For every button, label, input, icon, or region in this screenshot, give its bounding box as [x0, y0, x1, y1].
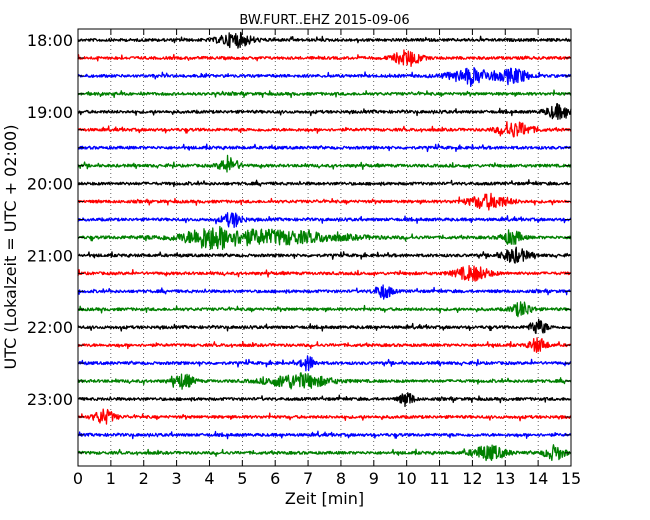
x-tick-label: 15 [561, 469, 581, 488]
trace-2330 [77, 430, 572, 440]
trace-1815 [77, 49, 572, 68]
x-tick-label: 1 [106, 469, 116, 488]
y-tick-label: 18:00 [27, 31, 73, 50]
trace-group [77, 31, 572, 462]
chart-title: BW.FURT..EHZ 2015-09-06 [239, 13, 409, 28]
x-tick-label: 13 [495, 469, 515, 488]
trace-1900 [77, 102, 572, 121]
trace-1845 [77, 89, 572, 99]
trace-2300 [77, 392, 572, 408]
y-axis-label: UTC (Lokalzeit = UTC + 02:00) [1, 125, 20, 370]
x-tick-labels: 0 1 2 3 4 5 6 7 8 9 10 11 12 13 14 15 [73, 469, 581, 488]
y-tick-label: 22:00 [27, 318, 73, 337]
trace-2200 [77, 318, 572, 335]
y-tick-label: 19:00 [27, 103, 73, 122]
trace-2315 [77, 408, 572, 425]
x-tick-label: 2 [139, 469, 149, 488]
x-tick-label: 6 [270, 469, 280, 488]
x-tick-label: 5 [237, 469, 247, 488]
x-tick-label: 3 [172, 469, 182, 488]
trace-2045 [77, 225, 572, 251]
trace-2345 [77, 444, 572, 462]
trace-1830 [77, 66, 572, 88]
x-tick-label: 4 [204, 469, 214, 488]
trace-2145 [77, 301, 572, 318]
trace-2130 [77, 284, 572, 300]
trace-1945 [77, 154, 572, 173]
trace-2100 [77, 246, 572, 264]
trace-1915 [77, 121, 572, 138]
trace-2215 [77, 337, 572, 353]
tick-marks [77, 29, 572, 466]
x-tick-label: 12 [462, 469, 482, 488]
y-tick-label: 21:00 [27, 246, 73, 265]
trace-1930 [77, 143, 572, 153]
trace-2230 [77, 355, 572, 372]
x-tick-label: 9 [369, 469, 379, 488]
x-tick-label: 8 [336, 469, 346, 488]
x-tick-label: 0 [73, 469, 83, 488]
x-axis-label: Zeit [min] [285, 489, 364, 508]
x-tick-label: 11 [429, 469, 449, 488]
trace-2245 [77, 372, 572, 390]
y-tick-label: 20:00 [27, 175, 73, 194]
grid-lines [110, 29, 539, 466]
x-tick-label: 10 [396, 469, 416, 488]
trace-2115 [77, 265, 572, 282]
trace-2000 [77, 179, 572, 188]
y-tick-labels: 18:00 19:00 20:00 21:00 22:00 23:00 [27, 31, 73, 409]
y-tick-label: 23:00 [27, 390, 73, 409]
plot-frame [77, 28, 572, 467]
trace-2030 [77, 212, 572, 229]
trace-2015 [77, 192, 572, 211]
x-tick-label: 14 [528, 469, 548, 488]
trace-1800 [77, 31, 572, 49]
x-tick-label: 7 [303, 469, 313, 488]
